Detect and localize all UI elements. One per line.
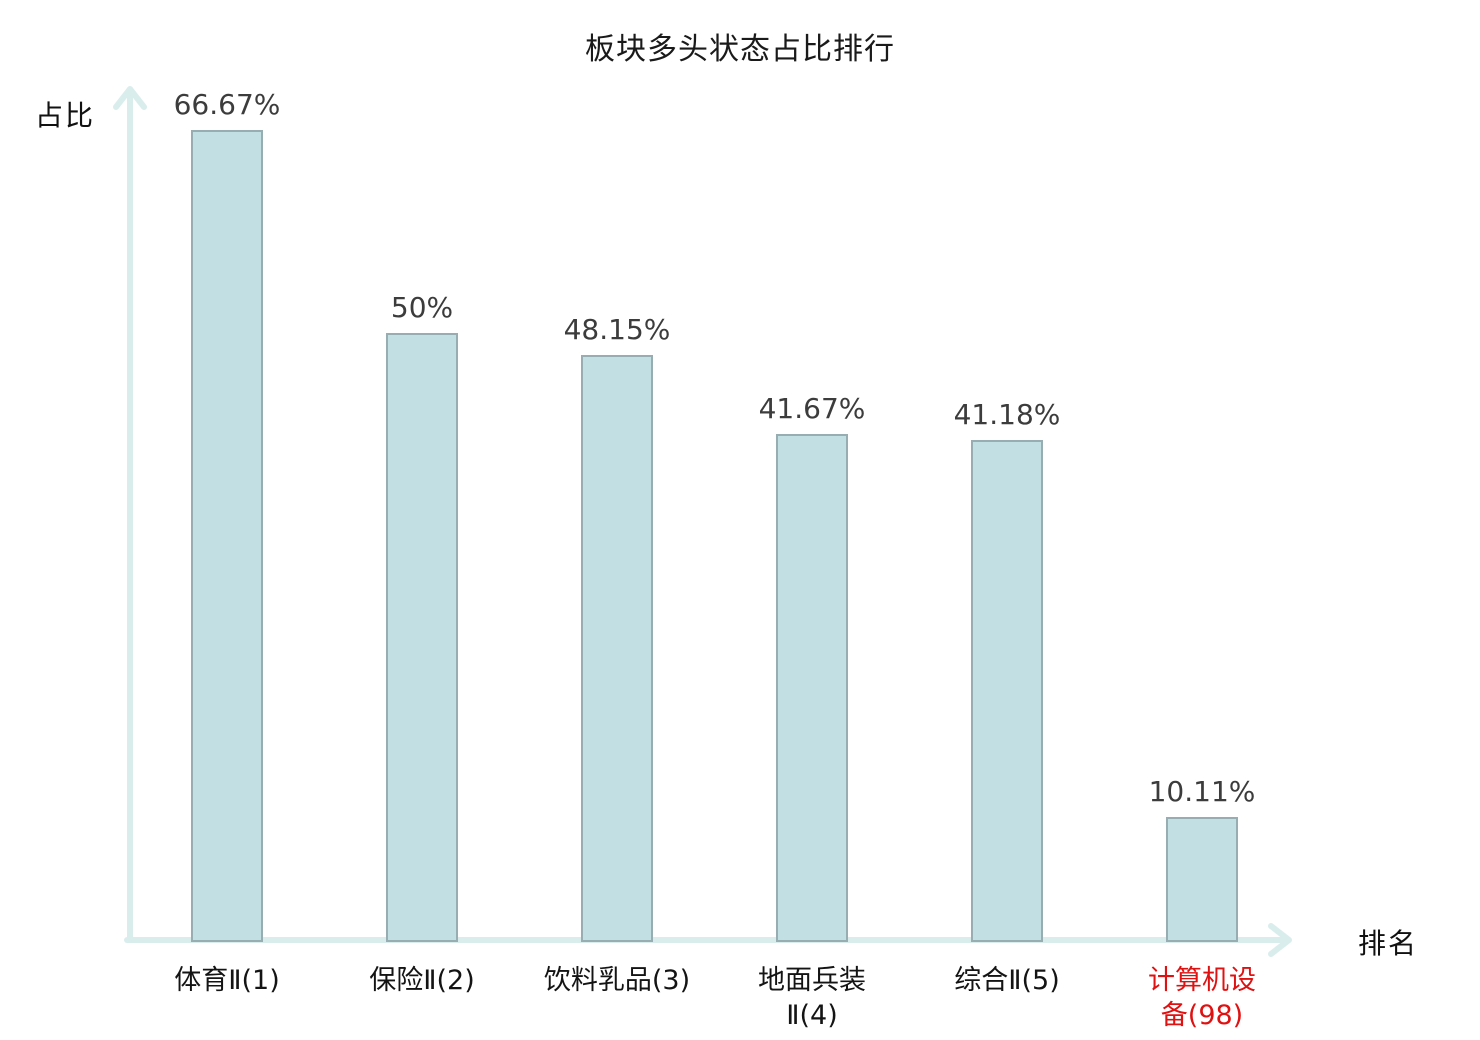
y-axis-arrow-icon <box>113 86 147 110</box>
category-label: 计算机设 备(98) <box>1148 965 1256 1031</box>
category-label: 综合Ⅱ(5) <box>954 965 1060 996</box>
category-label: 保险Ⅱ(2) <box>369 965 475 996</box>
category-label: 体育Ⅱ(1) <box>174 965 280 996</box>
bar-group: 66.67% 体育Ⅱ(1) <box>132 0 322 1040</box>
bar-value-label: 48.15% <box>563 313 671 346</box>
category-label: 饮料乳品(3) <box>543 965 691 996</box>
bar-value-label: 66.67% <box>173 88 281 121</box>
x-axis-arrow-icon <box>1268 923 1292 957</box>
bar-value-label: 50% <box>390 291 454 324</box>
category-label: 地面兵装 Ⅱ(4) <box>758 965 866 1031</box>
bar-value-label: 41.18% <box>953 398 1061 431</box>
bar <box>776 434 848 942</box>
bar <box>191 130 263 942</box>
bar-group: 41.18% 综合Ⅱ(5) <box>912 0 1102 1040</box>
bar <box>581 355 653 942</box>
bar-group: 48.15% 饮料乳品(3) <box>522 0 712 1040</box>
bar-value-label: 10.11% <box>1148 775 1256 808</box>
chart-title: 板块多头状态占比排行 <box>585 32 895 67</box>
bar <box>971 440 1043 942</box>
bar <box>1166 817 1238 942</box>
bar-group: 50% 保险Ⅱ(2) <box>327 0 517 1040</box>
x-axis-title: 排名 <box>1358 927 1419 960</box>
bar-group: 41.67% 地面兵装 Ⅱ(4) <box>717 0 907 1040</box>
bar-group: 10.11% 计算机设 备(98) <box>1107 0 1297 1040</box>
bar-value-label: 41.67% <box>758 392 866 425</box>
y-axis-title: 占比 <box>35 99 96 132</box>
bar <box>386 333 458 942</box>
